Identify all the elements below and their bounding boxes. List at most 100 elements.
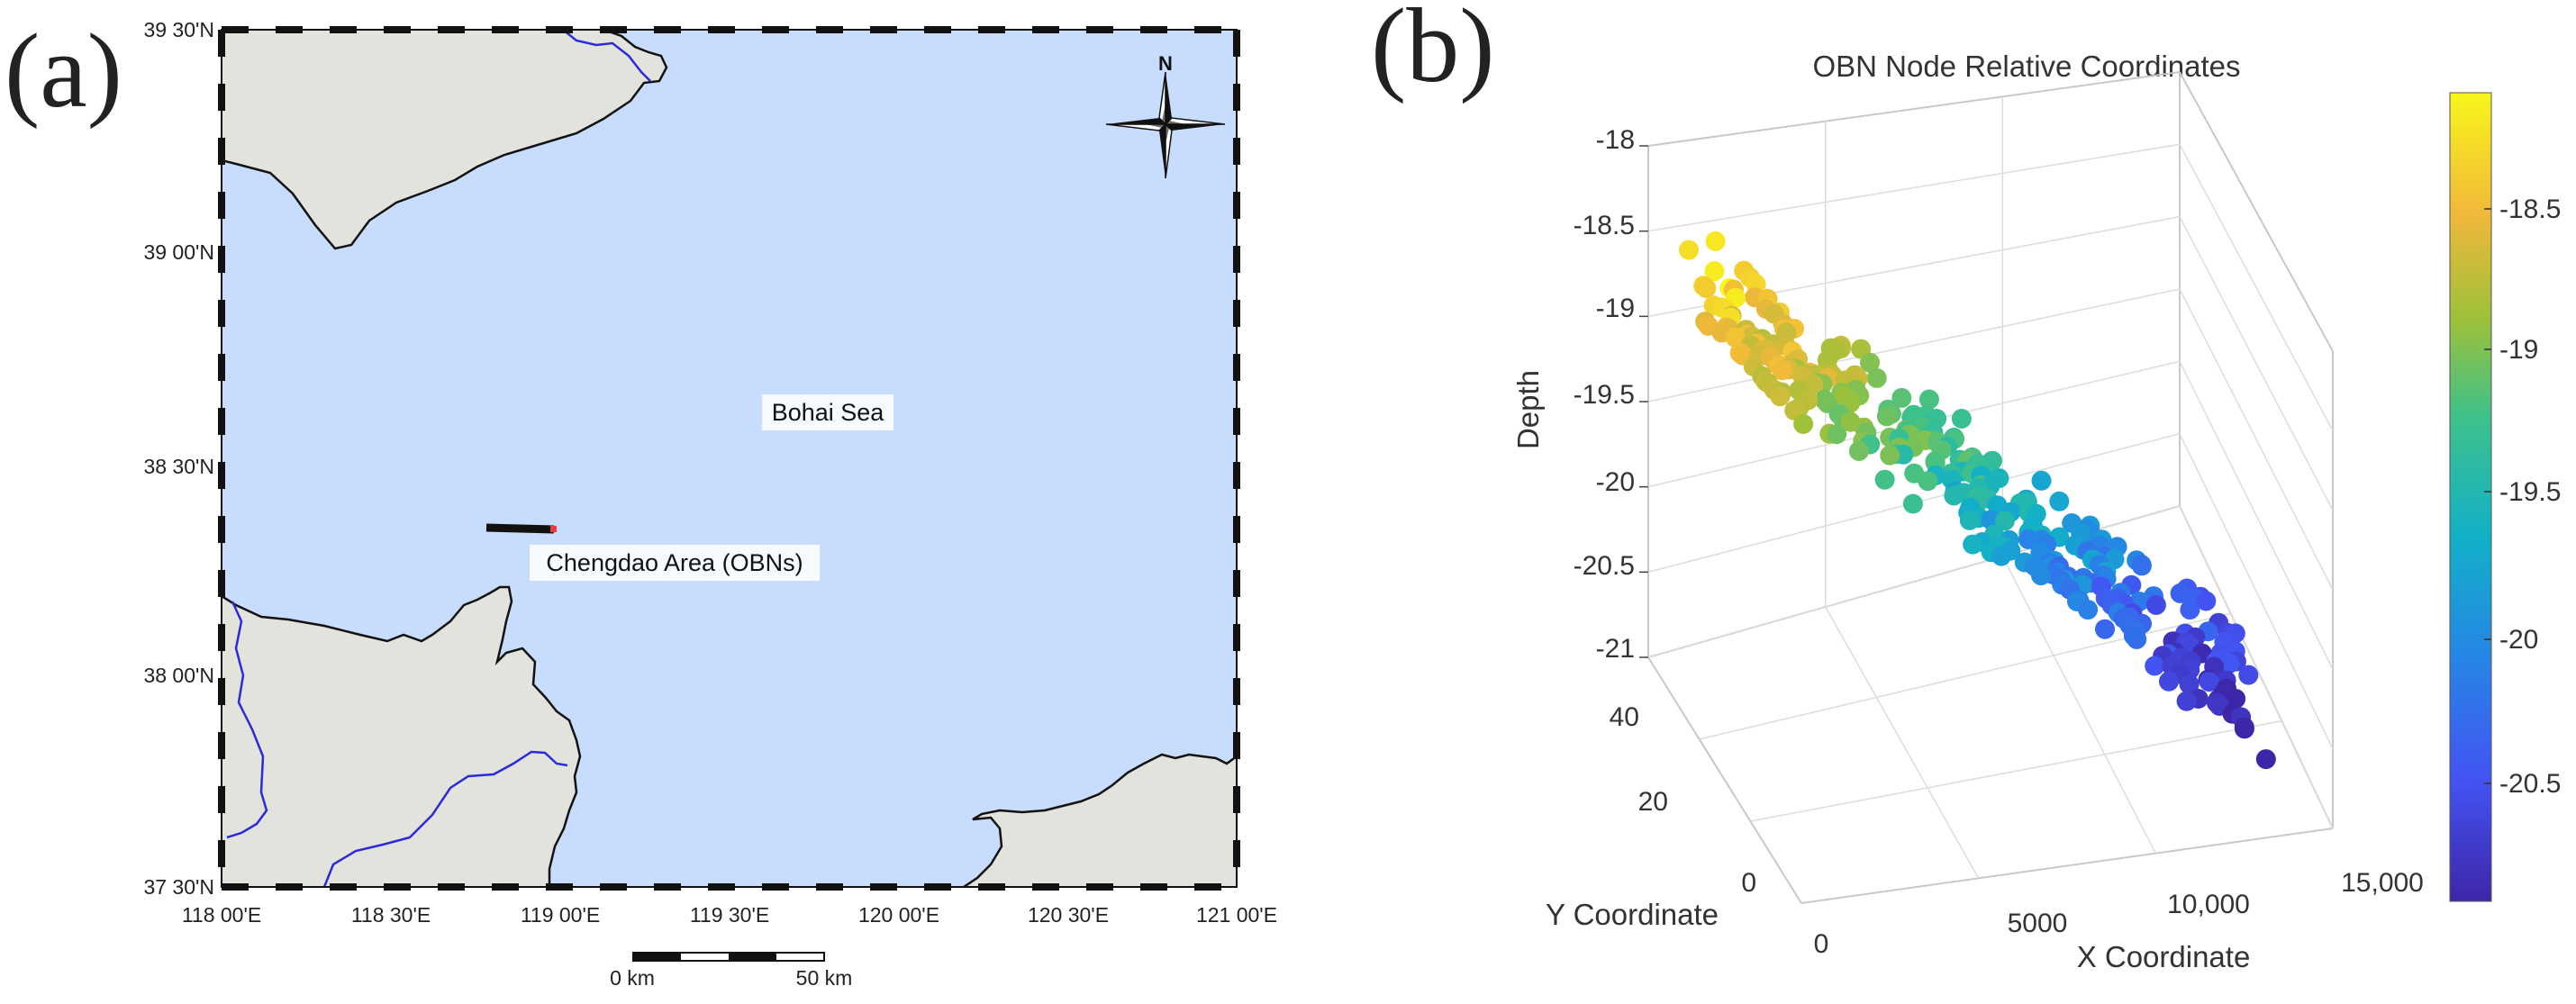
- scatter-point: [1772, 360, 1792, 381]
- compass-north-label: N: [1158, 52, 1173, 75]
- grid-line: [2179, 216, 2334, 511]
- frame-segment: [1140, 883, 1167, 891]
- frame-segment: [1233, 246, 1240, 273]
- axes-3d-box: [1639, 71, 2334, 904]
- scatter-point: [2180, 600, 2200, 620]
- frame-segment: [218, 300, 225, 327]
- x-tick-label: 0: [1814, 929, 1829, 959]
- frame-segment: [218, 732, 225, 759]
- z-axis: -18 -18.5 -19 -19.5 -20 -20.5 -21 Depth: [1511, 125, 1635, 664]
- colorbar-tick-label: -19: [2499, 335, 2538, 365]
- sea-label: Bohai Sea: [772, 399, 885, 426]
- grid-line: [1750, 719, 2282, 822]
- y-tick-label: 20: [1638, 787, 1668, 817]
- frame-segment: [654, 26, 681, 33]
- axes-edge: [1647, 656, 1802, 904]
- frame-segment: [870, 883, 897, 891]
- scatter-point: [1860, 352, 1880, 373]
- scatter-point: [1848, 441, 1869, 461]
- frame-segment: [978, 26, 1005, 33]
- frame-segment: [924, 883, 951, 891]
- scatter-point: [2170, 583, 2191, 603]
- frame-segment: [218, 246, 225, 273]
- frame-segment: [1233, 138, 1240, 165]
- obn-line: [485, 523, 555, 534]
- scatter-point: [1704, 261, 1725, 282]
- frame-segment: [384, 883, 411, 891]
- river-north: [562, 29, 651, 82]
- grid-line: [2179, 360, 2334, 670]
- x-tick-label: 15,000: [2341, 868, 2424, 898]
- frame-segment: [218, 192, 225, 219]
- x-tick-label: 10,000: [2167, 890, 2250, 919]
- frame-segment: [218, 786, 225, 813]
- land-north: [222, 30, 667, 249]
- coastline-north: [221, 28, 668, 250]
- obn-end-marker: [550, 526, 557, 532]
- scatter-point: [1770, 386, 1791, 407]
- river-south-west: [226, 601, 268, 839]
- scatter-point: [2196, 591, 2217, 611]
- scatter-point: [1793, 413, 1814, 434]
- scatter-point: [1876, 406, 1897, 427]
- panel-a-letter: (a): [5, 12, 122, 130]
- lon-tick-label: 119 30'E: [690, 903, 769, 927]
- axes-edge: [1647, 71, 2181, 147]
- scatter-point: [2199, 672, 2219, 692]
- frame-segment: [1233, 516, 1240, 543]
- frame-segment: [1032, 26, 1059, 33]
- axes-edge: [2179, 71, 2334, 352]
- scatter-point: [2219, 653, 2240, 674]
- frame-segment: [708, 26, 735, 33]
- frame-segment: [492, 883, 519, 891]
- lon-tick-label: 120 00'E: [858, 903, 939, 927]
- frame-segment: [1233, 570, 1240, 597]
- grid-line: [2001, 556, 2156, 855]
- scatter-point: [2131, 556, 2152, 576]
- frame-segment: [1233, 462, 1240, 489]
- frame-segment: [654, 883, 681, 891]
- frame-segment: [924, 26, 951, 33]
- z-tick-label: -18: [1596, 125, 1635, 155]
- scatter-points: [1679, 231, 2276, 770]
- frame-segment: [276, 883, 303, 891]
- scatter-point: [2127, 629, 2147, 649]
- colorbar-tick-label: -18.5: [2499, 194, 2561, 224]
- lat-axis: 39 30'N 39 00'N 38 30'N 38 00'N 37 30'N: [143, 18, 214, 899]
- frame-segment: [218, 516, 225, 543]
- y-tick-label: 0: [1741, 868, 1756, 898]
- frame-segment: [1233, 678, 1240, 705]
- scatter-point: [1918, 389, 1939, 410]
- lon-tick-label: 119 00'E: [521, 903, 600, 927]
- colorbar-tick-label: -20: [2499, 625, 2538, 655]
- frame-segment: [492, 26, 519, 33]
- scatter-point: [1874, 469, 1895, 490]
- frame-segment: [546, 26, 573, 33]
- scatter-point: [2238, 665, 2259, 685]
- scatter-point: [1696, 278, 1717, 298]
- scatter-point: [1991, 546, 2011, 566]
- frame-segment: [330, 26, 357, 33]
- lon-axis: 118 00'E 118 30'E 119 00'E 119 30'E 120 …: [182, 903, 1277, 927]
- lat-tick-label: 39 30'N: [143, 18, 214, 41]
- frame-segment: [1233, 624, 1240, 651]
- frame-segment: [816, 883, 843, 891]
- frame-segment: [870, 26, 897, 33]
- lon-tick-label: 118 00'E: [182, 903, 261, 927]
- scatter-point: [1918, 471, 1938, 492]
- axes-edge: [1800, 828, 2334, 904]
- frame-segment: [218, 462, 225, 489]
- frame-segment: [218, 570, 225, 597]
- frame-segment: [384, 26, 411, 33]
- panel-b: (b) OBN Node Relative Coordinates -18 -1…: [1371, 0, 2561, 973]
- frame-segment: [218, 138, 225, 165]
- scatter-point: [1827, 424, 1847, 445]
- frame-segment: [218, 678, 225, 705]
- frame-segment: [218, 624, 225, 651]
- scatter-point: [1959, 510, 1980, 530]
- z-tick-label: -19.5: [1574, 380, 1635, 410]
- frame-segment: [1233, 30, 1240, 57]
- frame-segment: [708, 883, 735, 891]
- scale-end-label: 50 km: [796, 966, 853, 990]
- scatter-point: [2255, 749, 2276, 770]
